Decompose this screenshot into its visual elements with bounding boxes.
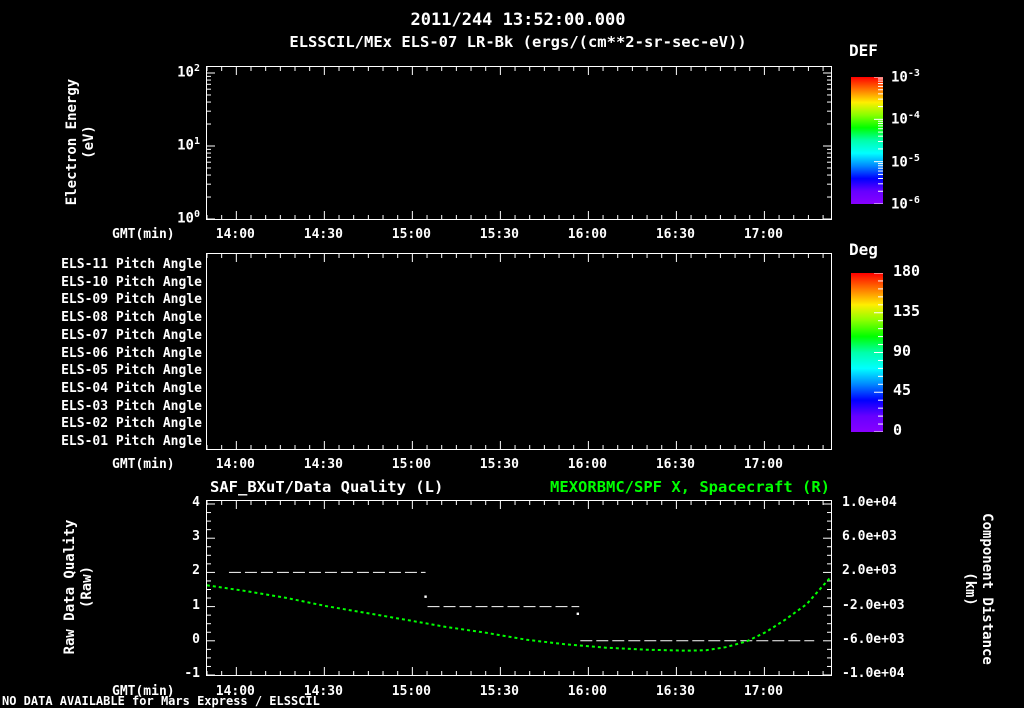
distance-tick-label: 6.0e+03 — [842, 529, 897, 545]
time-tick-label: 16:00 — [567, 457, 607, 472]
time-tick-label: 16:00 — [567, 684, 607, 699]
energy-tick-label: 100 — [177, 209, 200, 227]
x-axis-label-bottom: GMT(min) — [112, 684, 175, 699]
quality-tick-label: 4 — [192, 495, 200, 510]
pitch-row-label: ELS-10 Pitch Angle — [61, 274, 202, 290]
deg-colorbar-tick-label: 180 — [893, 262, 921, 280]
time-tick-label: 15:30 — [479, 684, 519, 699]
time-tick-label: 15:00 — [391, 457, 431, 472]
def-colorbar-title: DEF — [849, 41, 878, 60]
pitch-row-label: ELS-06 Pitch Angle — [61, 345, 202, 361]
pitch-row-label: ELS-11 Pitch Angle — [61, 257, 202, 272]
energy-y-axis-label-line2: (eV) — [81, 125, 97, 159]
time-tick-label: 16:30 — [655, 457, 695, 472]
pitch-row-label: ELS-04 Pitch Angle — [61, 381, 202, 397]
quality-y-axis-label-line1: Raw Data Quality — [62, 519, 78, 655]
quality-tick-label: 2 — [192, 563, 200, 579]
data-quality-point — [576, 612, 580, 615]
time-tick-label: 15:00 — [391, 684, 431, 699]
distance-tick-label: 1.0e+04 — [842, 495, 897, 510]
time-tick-label: 15:30 — [479, 227, 519, 242]
distance-y-axis-label-line1: Component Distance — [979, 513, 995, 665]
pitch-row-label: ELS-08 Pitch Angle — [61, 310, 202, 326]
time-tick-label: 15:00 — [391, 227, 431, 242]
deg-colorbar-tick-label: 0 — [893, 421, 903, 439]
deg-colorbar-ticks — [874, 273, 883, 432]
energy-spectrogram-panel — [206, 66, 832, 220]
spacecraft-x-curve — [207, 577, 831, 652]
time-tick-label: 17:00 — [743, 227, 783, 242]
quality-tick-label: 0 — [192, 631, 200, 647]
pitch-row-label: ELS-03 Pitch Angle — [61, 398, 202, 414]
quality-y-axis-label: Raw Data Quality (Raw) — [62, 520, 96, 655]
time-tick-label: 14:00 — [215, 457, 255, 472]
x-axis-label-top: GMT(min) — [112, 227, 175, 242]
pitch-angle-panel — [206, 253, 832, 450]
deg-colorbar-tick-label: 90 — [893, 341, 912, 360]
quality-series-title: SAF_BXuT/Data Quality (L) — [210, 478, 444, 496]
x-axis-label-middle: GMT(min) — [112, 457, 175, 472]
plot-datetime: 2011/244 13:52:00.000 — [410, 10, 626, 30]
distance-tick-label: 2.0e+03 — [842, 563, 897, 579]
quality-distance-panel — [206, 500, 832, 676]
quality-y-axis-label-line2: (Raw) — [79, 565, 95, 609]
time-tick-label: 15:30 — [479, 457, 519, 472]
distance-y-axis-label-line2: (km) — [962, 572, 978, 606]
quality-tick-label: 1 — [192, 597, 200, 613]
def-colorbar-tick-label: 10-5 — [891, 152, 920, 171]
def-colorbar — [851, 77, 883, 204]
energy-tick-label: 102 — [177, 63, 200, 81]
def-colorbar-tick-label: 10-6 — [891, 195, 920, 213]
quality-tick-label: -1 — [184, 666, 200, 681]
time-tick-label: 14:30 — [303, 457, 343, 472]
no-data-note: NO DATA AVAILABLE for Mars Express / ELS… — [2, 694, 320, 708]
distance-tick-label: -1.0e+04 — [842, 666, 905, 681]
deg-colorbar-title: Deg — [849, 240, 878, 259]
pitch-row-label: ELS-02 Pitch Angle — [61, 416, 202, 432]
energy-tick-label: 101 — [177, 136, 200, 154]
plot-title: ELSSCIL/MEx ELS-07 LR-Bk (ergs/(cm**2-sr… — [289, 33, 747, 51]
def-colorbar-tick-label: 10-4 — [891, 110, 920, 128]
pitch-row-label: ELS-07 Pitch Angle — [61, 327, 202, 343]
time-tick-label: 14:00 — [215, 227, 255, 242]
data-quality-point — [424, 595, 427, 598]
time-tick-label: 17:00 — [743, 684, 783, 699]
distance-y-axis-label: Component Distance (km) — [961, 513, 995, 665]
def-colorbar-ticks — [874, 77, 883, 204]
time-tick-label: 16:30 — [655, 684, 695, 699]
quality-tick-label: 3 — [192, 529, 200, 545]
time-tick-label: 16:30 — [655, 227, 695, 242]
pitch-row-label: ELS-05 Pitch Angle — [61, 363, 202, 379]
def-colorbar-tick-label: 10-3 — [891, 68, 920, 86]
spacecraft-series-title: MEXORBMC/SPF X, Spacecraft (R) — [550, 478, 830, 496]
energy-y-axis-label-line1: Electron Energy — [64, 78, 80, 206]
distance-tick-label: -2.0e+03 — [842, 597, 905, 613]
energy-y-axis-label: Electron Energy (eV) — [64, 79, 98, 205]
time-tick-label: 14:30 — [303, 227, 343, 242]
time-tick-label: 16:00 — [567, 227, 607, 242]
deg-colorbar — [851, 273, 883, 432]
deg-colorbar-tick-label: 135 — [893, 301, 921, 320]
distance-tick-label: -6.0e+03 — [842, 631, 905, 647]
time-tick-label: 17:00 — [743, 457, 783, 472]
pitch-row-label: ELS-09 Pitch Angle — [61, 292, 202, 308]
time-tick-label: 14:00 — [215, 684, 255, 699]
time-tick-label: 14:30 — [303, 684, 343, 699]
deg-colorbar-tick-label: 45 — [893, 381, 912, 400]
pitch-row-label: ELS-01 Pitch Angle — [61, 434, 202, 450]
